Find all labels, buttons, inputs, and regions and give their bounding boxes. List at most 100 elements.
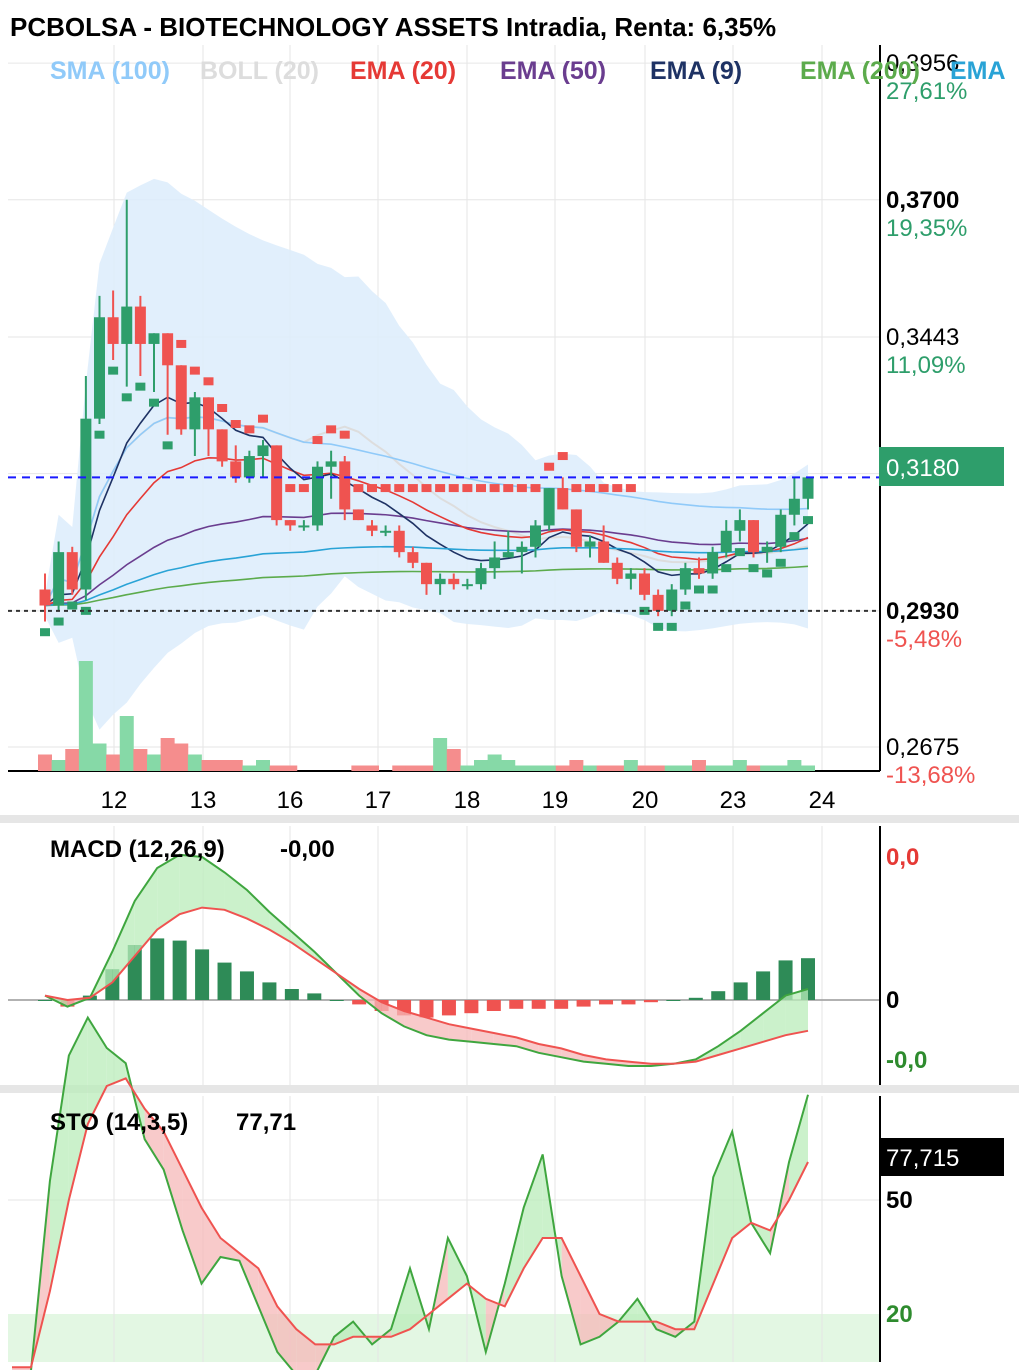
volume-bar	[147, 754, 161, 771]
macd-histogram-bar	[688, 997, 703, 1000]
macd-fill	[202, 857, 225, 910]
macd-histogram-bar	[621, 1000, 636, 1005]
candle-body	[652, 594, 664, 611]
price-tick-label: 0,3443	[886, 324, 959, 351]
candle-body	[734, 520, 746, 531]
macd-histogram-bar	[195, 949, 210, 1000]
macd-fill	[359, 989, 382, 1014]
sto-fill	[49, 1055, 69, 1292]
macd-histogram-bar	[576, 1000, 591, 1007]
volume-bar	[787, 760, 802, 771]
volume-bar	[283, 765, 298, 771]
sto-current-label: 77,715	[886, 1145, 959, 1172]
macd-histogram-bar	[509, 1000, 524, 1009]
sto-fill	[220, 1238, 240, 1261]
volume-bar	[106, 754, 121, 771]
candle-body	[802, 477, 814, 499]
macd-fill	[134, 868, 158, 956]
chart-title: PCBOLSA - BIOTECHNOLOGY ASSETS Intradia,…	[10, 12, 776, 42]
volume-bar	[242, 765, 257, 771]
sar-marker	[149, 398, 159, 407]
candle-body	[339, 461, 351, 510]
sto-fill	[789, 1094, 808, 1200]
sto-fill	[258, 1268, 278, 1352]
legend-item: BOLL (20)	[200, 57, 319, 85]
volume-bar	[528, 765, 543, 771]
sma-100-line	[44, 416, 809, 606]
sar-marker	[312, 436, 323, 445]
legend-item: EMA (50)	[500, 57, 606, 85]
volume-bar	[65, 749, 80, 771]
macd-histogram-bar	[419, 1000, 434, 1018]
candle-body	[94, 317, 105, 419]
macd-fill	[291, 931, 315, 959]
volume-bar	[610, 765, 625, 771]
sar-marker	[108, 366, 119, 375]
price-tick-label: 0,3956	[886, 50, 959, 77]
price-tick-label: 0,2675	[886, 734, 959, 761]
macd-fill	[224, 872, 247, 919]
macd-fill	[516, 1037, 539, 1053]
bollinger-band	[44, 178, 809, 730]
macd-axis-label: -0,0	[886, 1047, 927, 1074]
macd-histogram-bar	[486, 1000, 501, 1011]
ema-20-line	[44, 457, 809, 607]
sto-fill	[87, 1017, 107, 1124]
candle-body	[421, 562, 432, 585]
volume-bar	[78, 661, 93, 771]
stochastic-panel: 50 20	[8, 1015, 913, 1370]
macd-fill	[179, 854, 203, 915]
sar-marker	[748, 564, 759, 573]
sar-marker	[734, 548, 745, 557]
volume-bars	[38, 661, 815, 771]
candlesticks	[39, 199, 814, 622]
sar-marker	[380, 484, 391, 493]
volume-bar	[187, 754, 202, 771]
sar-marker	[298, 484, 309, 493]
candle-body	[203, 397, 214, 430]
date-tick-label: 12	[101, 787, 128, 814]
volume-bar	[446, 749, 461, 771]
sar-marker	[217, 404, 228, 412]
macd-panel: 0,0 0 -0,0	[8, 826, 927, 1085]
volume-bar	[460, 765, 475, 771]
sar-marker	[394, 484, 405, 493]
candle-body	[284, 520, 296, 526]
volume-bar	[160, 738, 175, 771]
macd-histogram-bar	[778, 960, 793, 1000]
date-tick-label: 16	[277, 787, 304, 814]
candle-body	[107, 317, 119, 344]
sto-fill	[523, 1154, 543, 1269]
volume-bar	[351, 765, 366, 771]
sar-marker	[721, 564, 732, 573]
macd-histogram-bar	[150, 938, 165, 1000]
volume-bar	[419, 765, 434, 771]
volume-bar	[542, 765, 557, 771]
macd-fill	[381, 1002, 405, 1027]
volume-bar	[487, 754, 502, 771]
volume-bar	[746, 765, 761, 771]
candle-body	[516, 546, 528, 553]
sar-marker	[503, 484, 514, 493]
macd-fill	[718, 1030, 741, 1055]
sar-marker	[789, 532, 800, 541]
macd-histogram-bar	[554, 1000, 569, 1009]
macd-histogram-bar	[38, 1000, 52, 1001]
macd-histogram-bar	[643, 1000, 658, 1003]
volume-bar	[692, 760, 706, 771]
macd-histogram-bar	[531, 1000, 546, 1009]
sar-marker	[516, 484, 527, 493]
sto-fill	[106, 1048, 126, 1086]
macd-fill	[448, 1024, 472, 1042]
sto-oversold-zone	[8, 1314, 880, 1362]
candle-body	[243, 456, 255, 478]
percent-tick-label: 11,09%	[886, 352, 966, 379]
volume-bar	[269, 765, 284, 771]
volume-bar	[623, 760, 638, 771]
sto-fill	[599, 1314, 619, 1337]
macd-histogram-bar	[307, 993, 322, 1000]
macd-axis-label: 0	[886, 987, 899, 1014]
candle-body	[598, 541, 610, 563]
candle-body	[543, 488, 555, 526]
sar-marker	[544, 462, 555, 471]
